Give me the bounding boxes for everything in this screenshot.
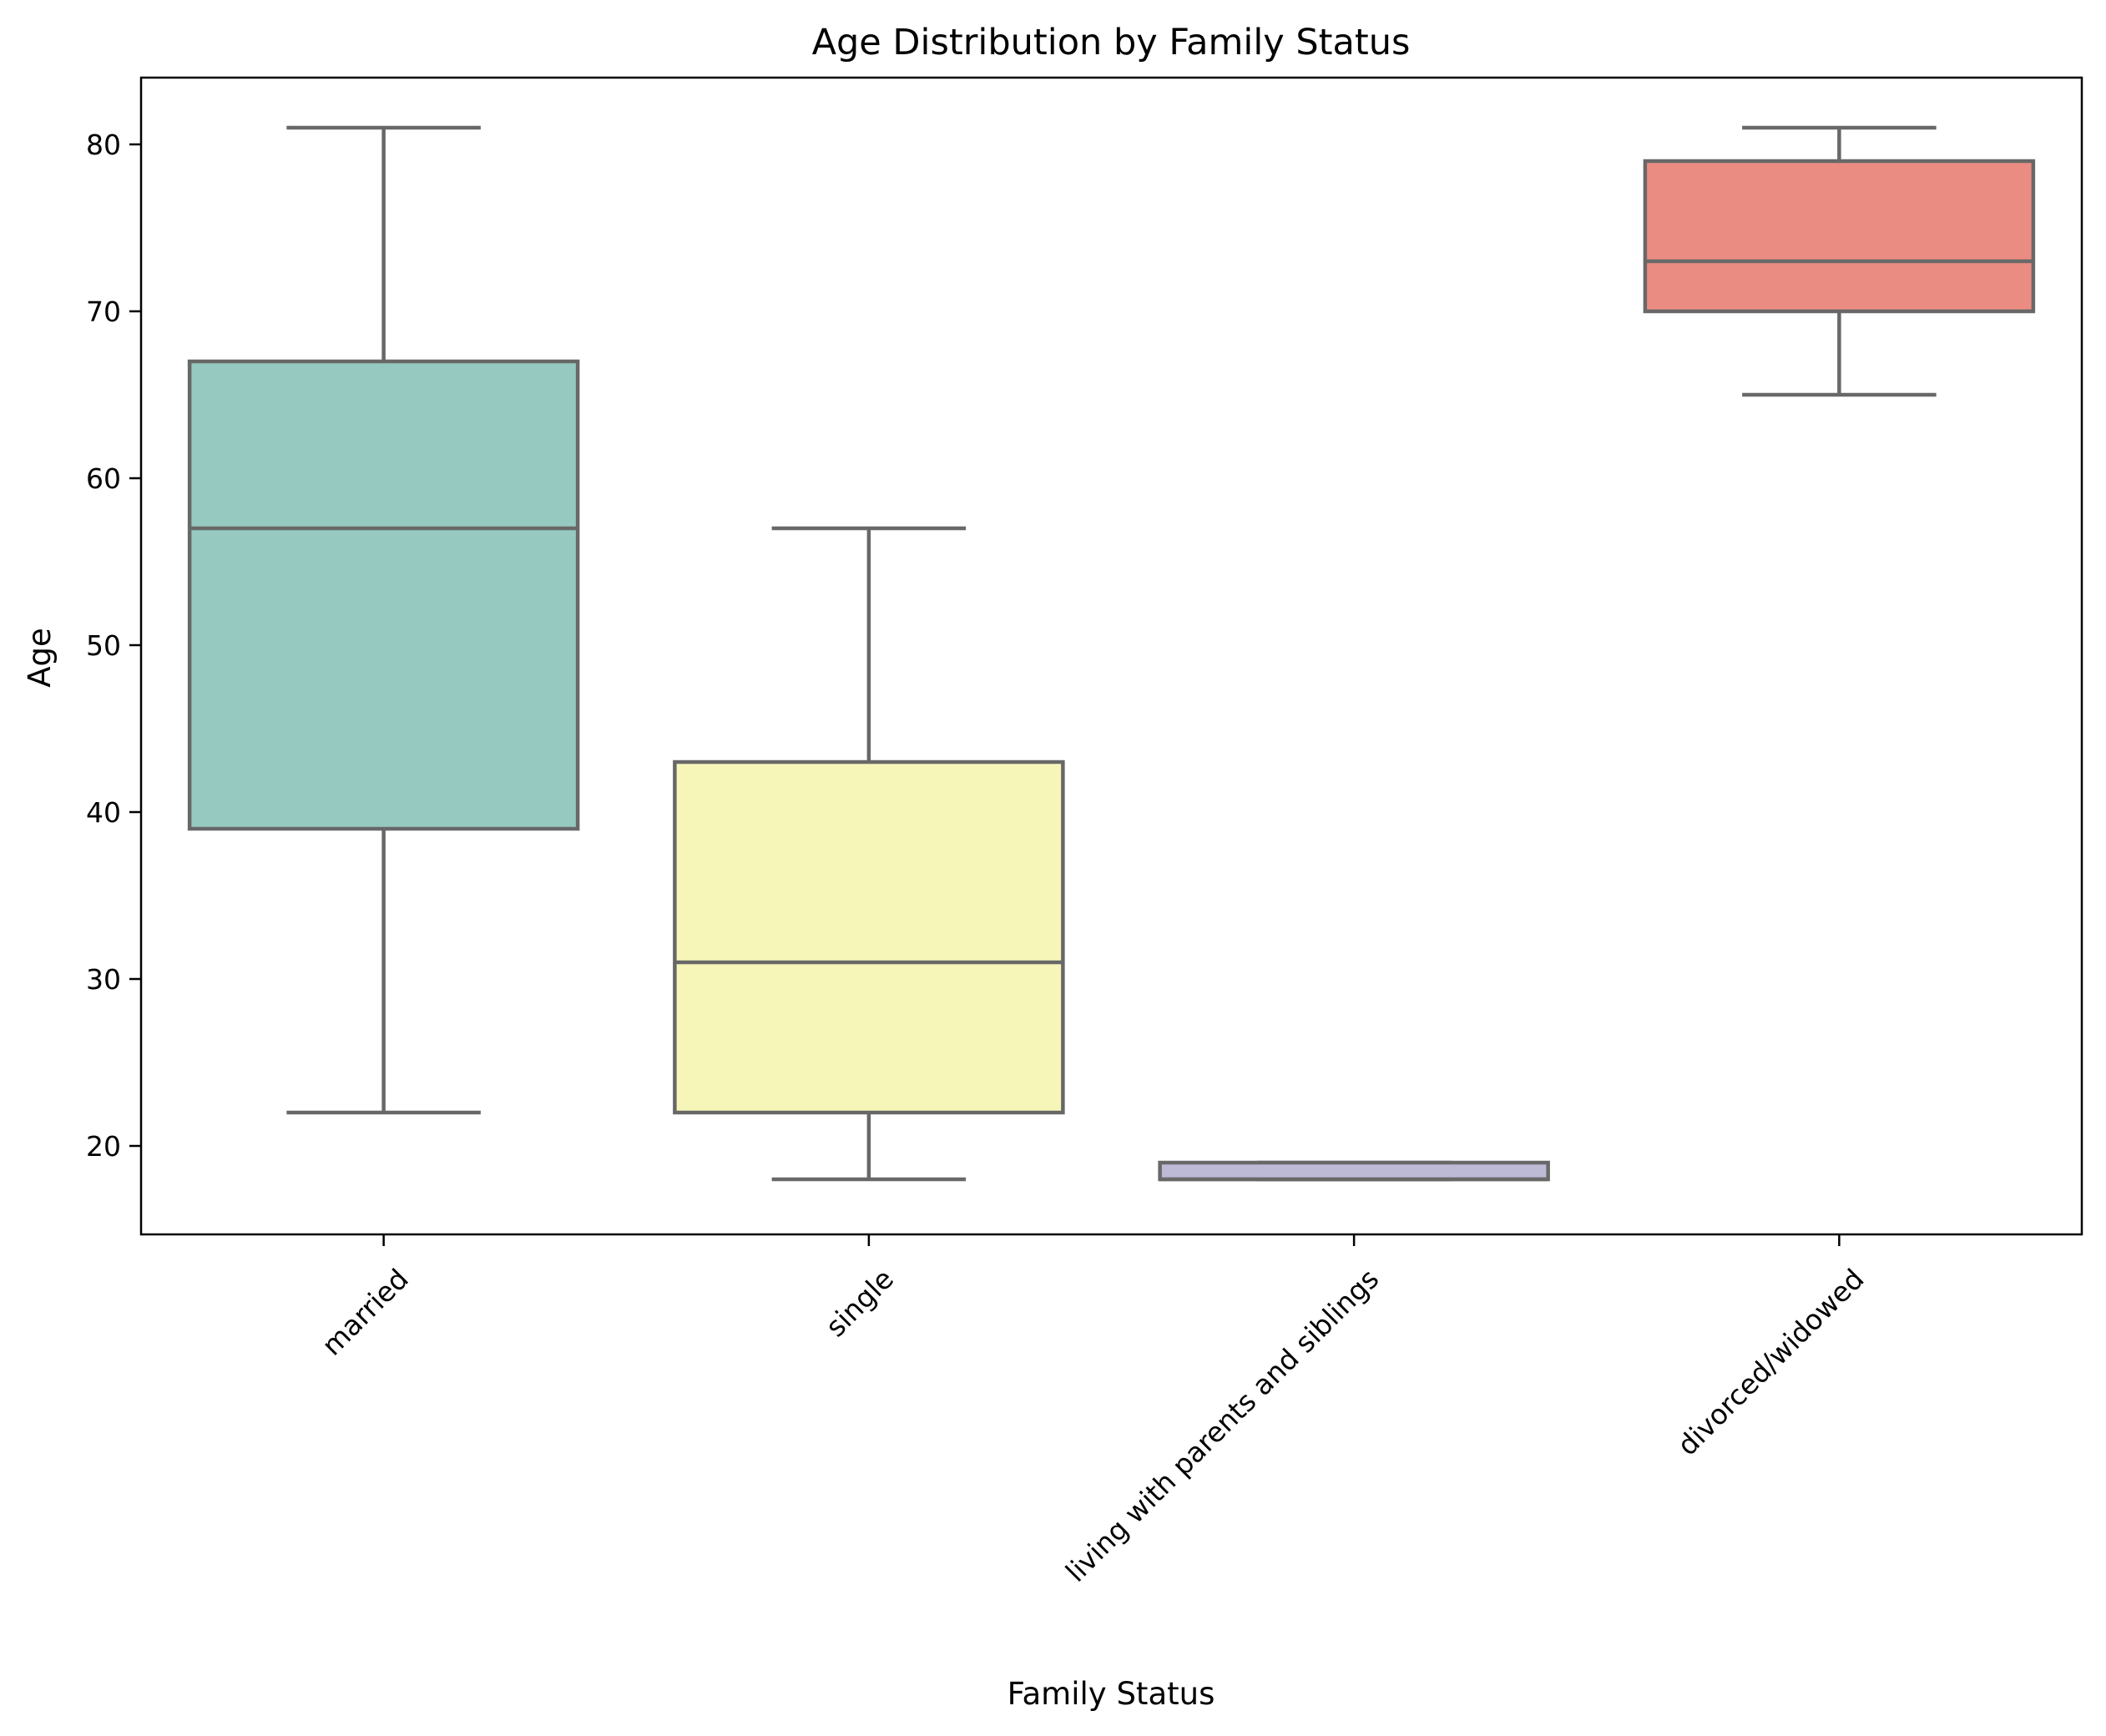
box (1158, 1160, 1550, 1182)
box (1643, 159, 2036, 314)
y-tick-label: 50 (86, 629, 121, 662)
y-tick-label: 40 (86, 796, 121, 829)
x-tick-label: living with parents and siblings (1059, 1263, 1385, 1588)
box-group-1 (673, 526, 1065, 1182)
x-tick-label: married (316, 1263, 415, 1362)
y-axis: 20 30 40 50 60 70 80 (86, 129, 141, 1163)
chart-title: Age Distribution by Family Status (812, 22, 1411, 63)
box-group-2 (1158, 1160, 1550, 1182)
box-group-3 (1643, 125, 2036, 397)
y-tick-label: 80 (86, 129, 121, 161)
y-tick-label: 70 (86, 295, 121, 328)
y-axis-label: Age (22, 628, 58, 688)
plot-marks (187, 125, 2036, 1182)
box (187, 359, 580, 831)
y-tick-label: 60 (86, 462, 121, 495)
plot-frame (139, 76, 2083, 1236)
y-tick-label: 20 (86, 1130, 121, 1163)
y-tick-label: 30 (86, 963, 121, 996)
x-tick-label: divorced/widowed (1671, 1263, 1871, 1462)
box (673, 760, 1065, 1115)
box-group-0 (187, 125, 580, 1115)
x-tick-label: single (819, 1263, 900, 1344)
x-axis-label: Family Status (1008, 1676, 1215, 1712)
x-axis: married single living with parents and sib… (316, 1234, 1871, 1588)
